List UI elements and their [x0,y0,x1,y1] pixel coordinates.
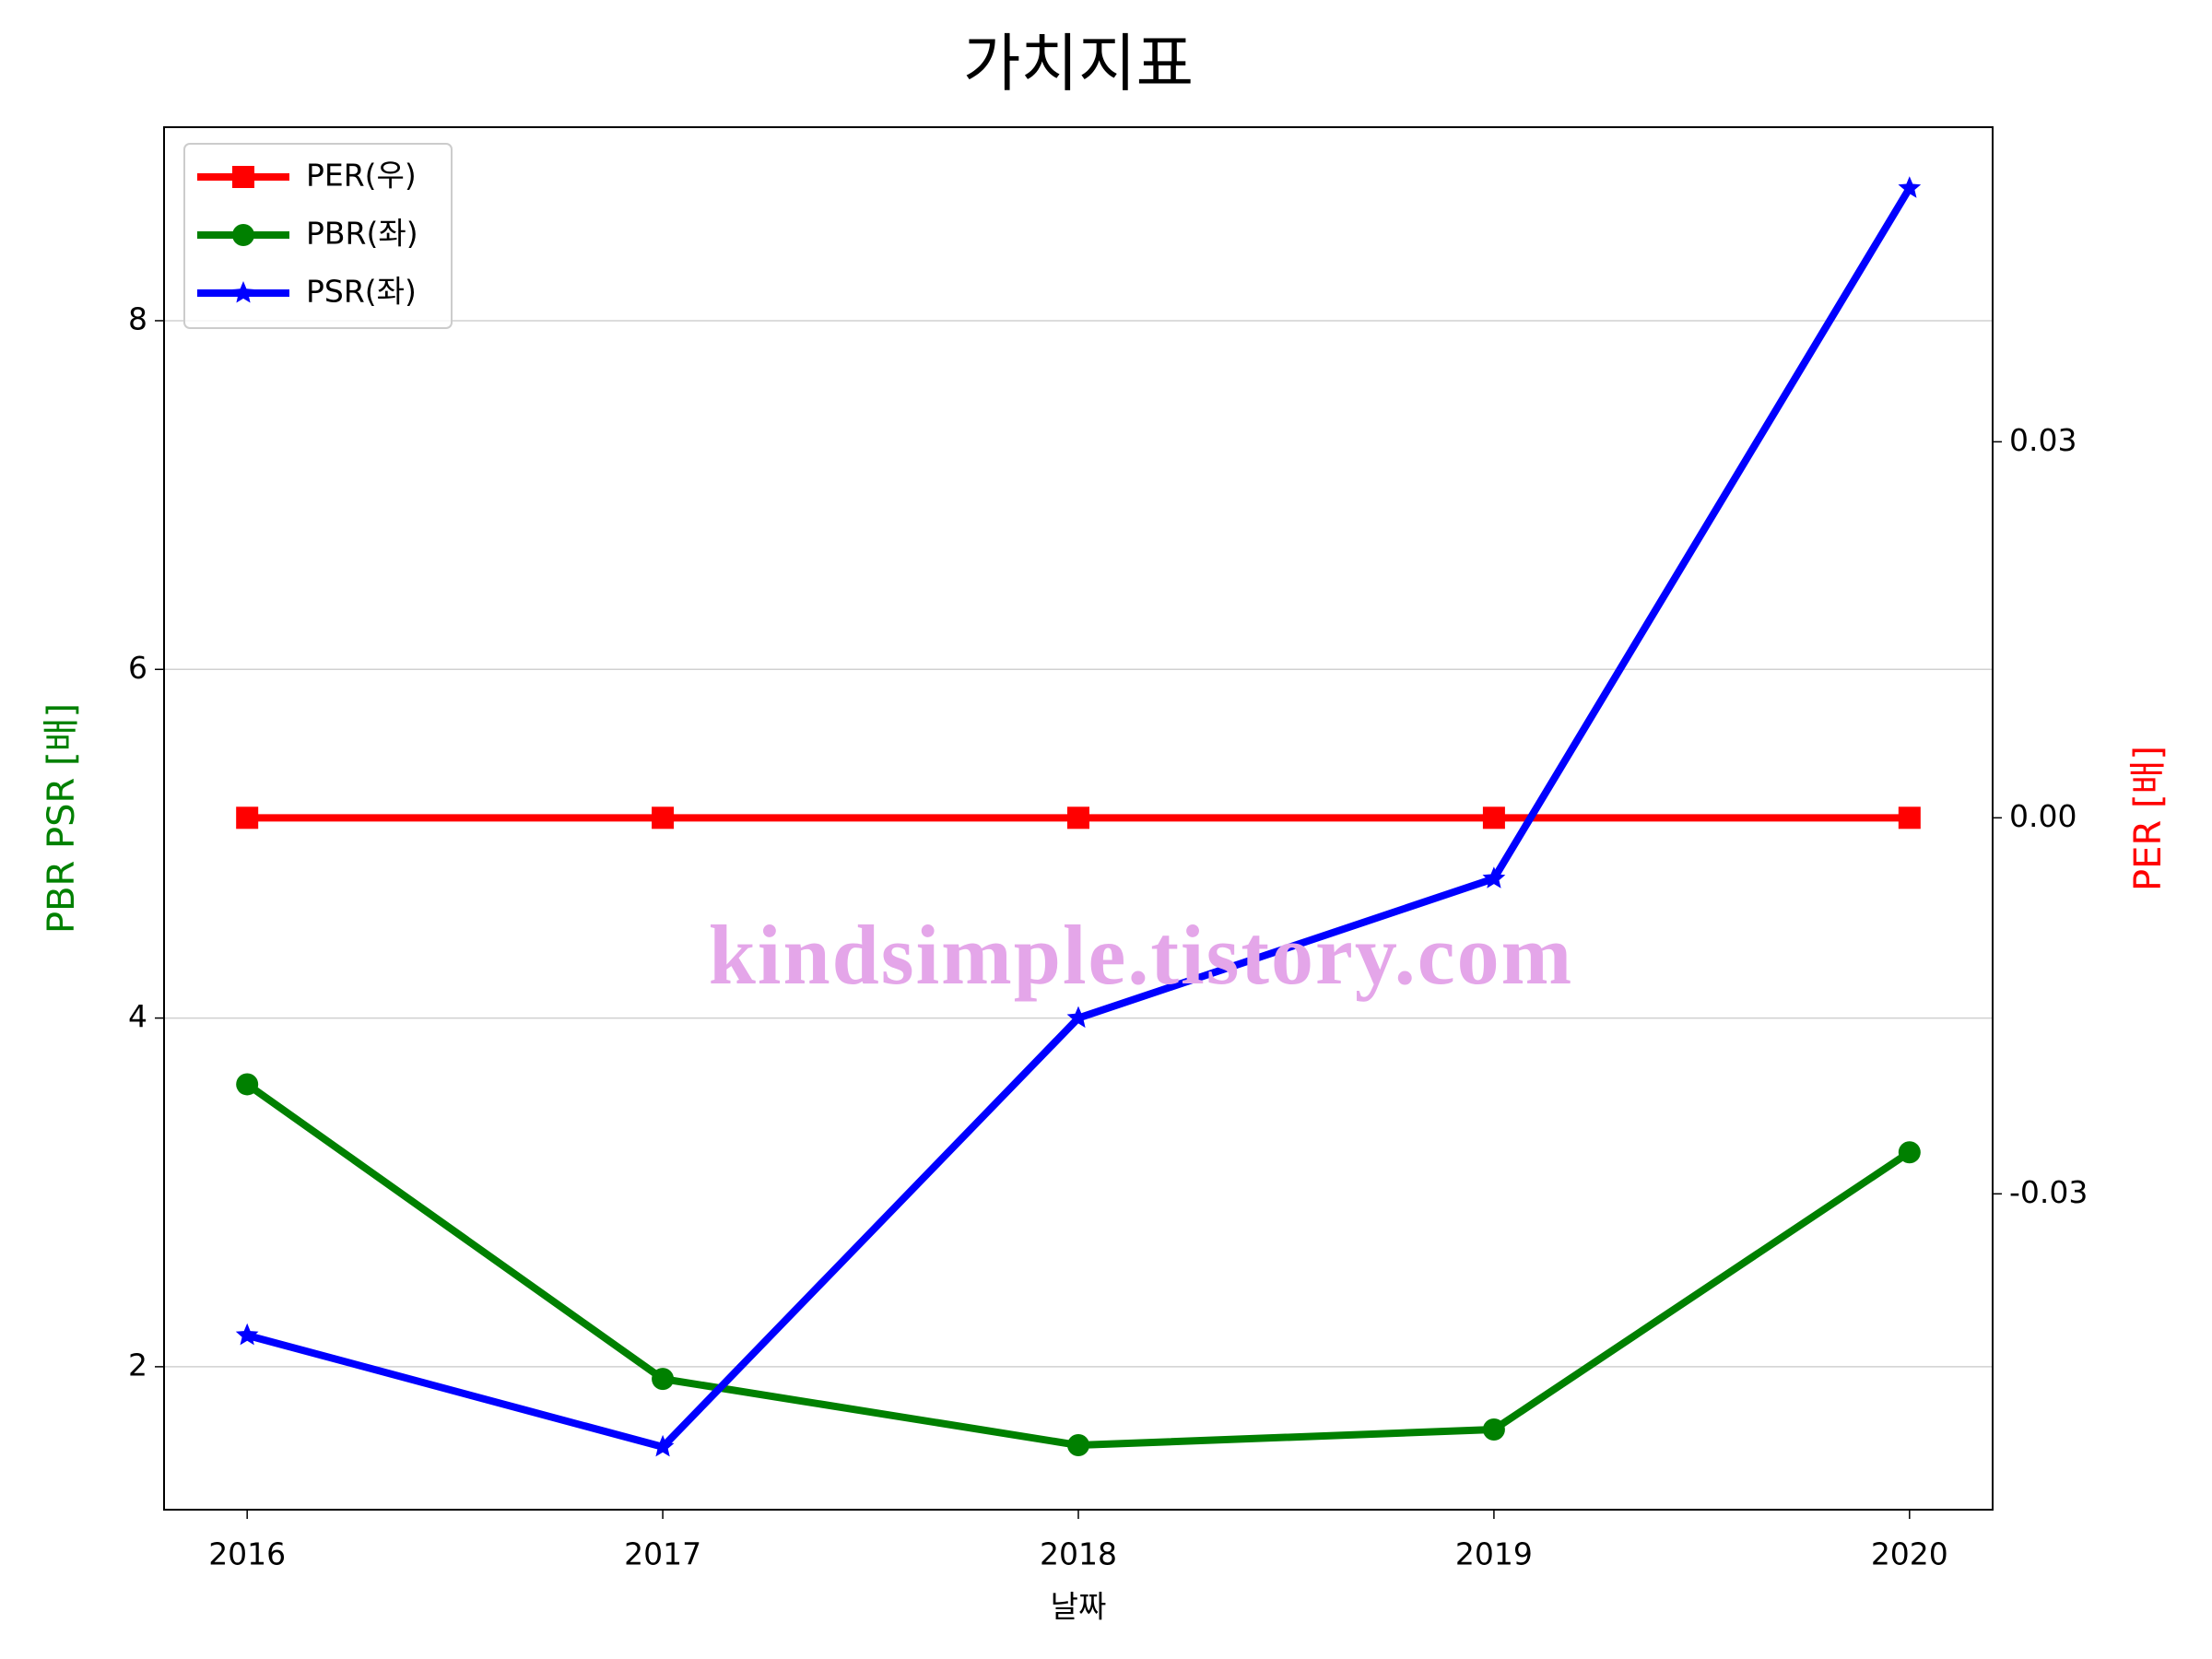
marker [232,224,254,246]
marker [1898,806,1921,830]
marker [1898,176,1922,198]
y-tick-label: 6 [128,650,147,686]
marker [1067,806,1089,830]
marker [232,166,254,188]
legend-box [183,143,453,329]
x-axis-label: 날짜 [1051,1589,1107,1625]
marker [1066,1006,1090,1029]
x-tick-label: 2020 [1871,1536,1948,1572]
legend-label: PSR(좌) [306,274,417,310]
watermark: kindsimple.tistory.com [709,908,1573,1002]
y2-tick-label: 0.00 [2009,798,2077,834]
legend-label: PER(우) [306,158,417,194]
marker [235,1323,259,1346]
legend-label: PBR(좌) [306,216,418,252]
marker [236,806,259,830]
y-axis-label: PBR PSR [배] [41,703,83,934]
marker [1067,1434,1089,1457]
y-tick-label: 8 [128,300,147,336]
marker [236,1073,259,1096]
plot-frame [163,126,1994,1511]
marker [1898,1141,1921,1164]
marker [652,806,675,830]
y2-tick-label: 0.03 [2009,422,2077,458]
marker [651,1434,675,1457]
y2-axis-label: PER [배] [2127,746,2170,891]
marker [1482,1418,1505,1441]
marker [1482,866,1506,888]
series-line [244,1081,1912,1450]
y-tick-label: 2 [128,1347,147,1382]
y2-tick-label: -0.03 [2009,1174,2088,1210]
marker [1482,806,1505,830]
marker [231,281,255,303]
marker [652,1368,675,1391]
chart-title: 가치지표 [963,29,1194,101]
x-tick-label: 2016 [208,1536,286,1572]
x-tick-label: 2019 [1455,1536,1533,1572]
x-tick-label: 2018 [1040,1536,1117,1572]
y-tick-label: 4 [128,998,147,1034]
x-tick-label: 2017 [624,1536,701,1572]
